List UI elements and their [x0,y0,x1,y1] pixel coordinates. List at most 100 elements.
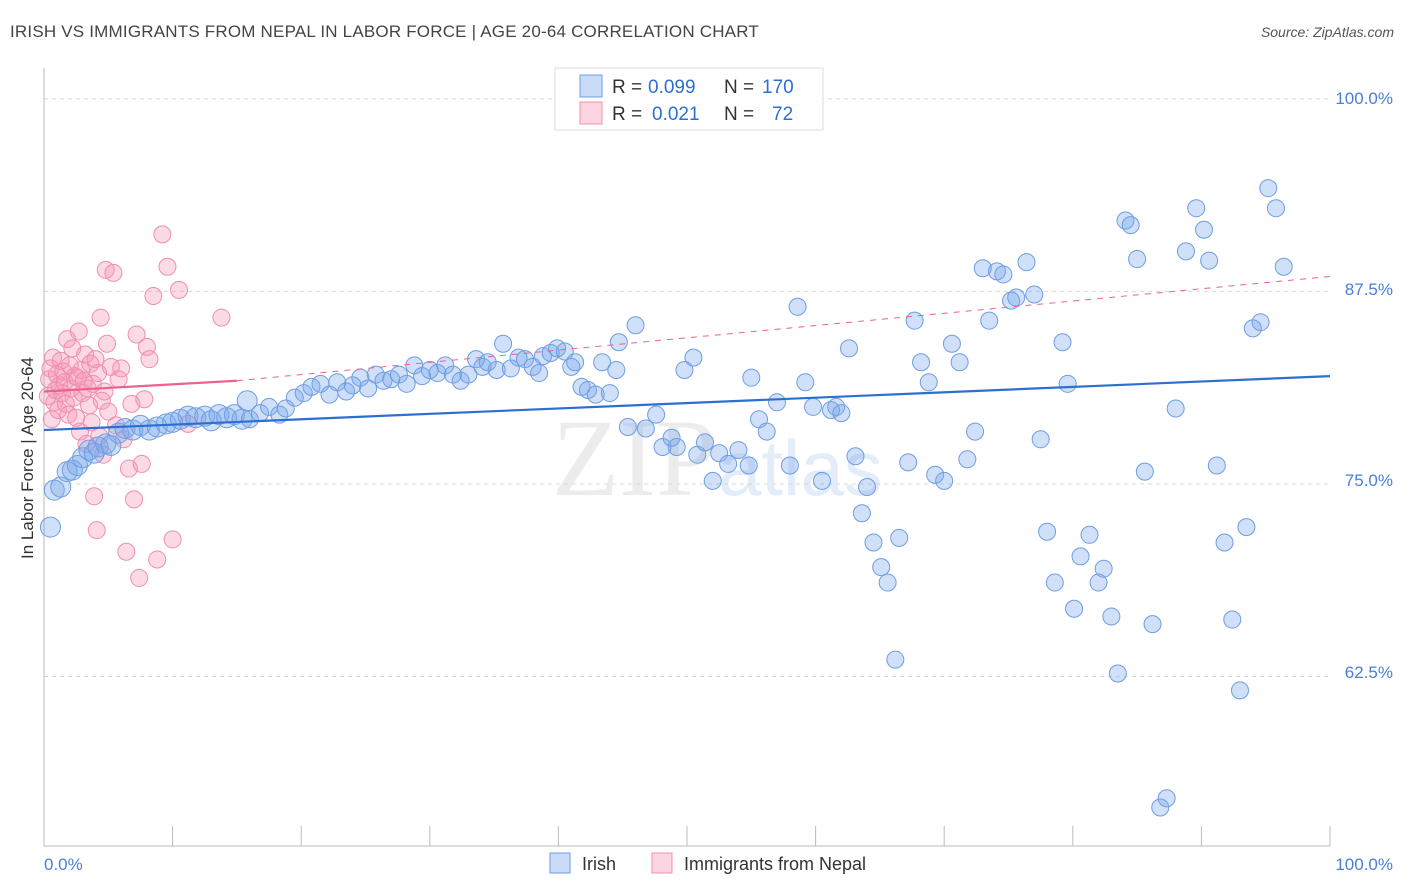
irish-point [886,650,905,669]
x-tick-label-100: 100.0% [1335,855,1393,874]
irish-point [114,417,136,439]
nepal-trend-line [43,379,237,393]
irish-point [593,353,612,372]
irish-point [905,311,924,330]
y-tick-label-100: 100.0% [1335,89,1393,108]
bottom-legend-irish-label: Irish [582,854,616,874]
legend-irish-n-label: N = [724,77,754,98]
irish-point [912,353,931,372]
nepal-point [98,334,117,353]
irish-point [822,401,841,420]
irish-point [1251,313,1270,332]
irish-point [1038,522,1057,541]
irish-point [675,360,694,379]
legend-nepal-n-label: N = [724,104,754,125]
x-tick-label-0: 0.0% [44,855,83,874]
irish-point [1166,399,1185,418]
nepal-point [99,402,118,421]
irish-point [878,573,897,592]
y-tick-label-62-5: 62.5% [1345,663,1393,682]
nepal-point [87,521,106,540]
legend-nepal-r-value: 0.021 [652,104,700,125]
legend-irish-n-value: 170 [762,77,794,98]
bottom-legend-irish-swatch [549,852,571,874]
irish-point [586,385,605,404]
bottom-legend-nepal-swatch [651,852,673,874]
irish-point [1007,288,1026,307]
irish-point [768,393,787,412]
irish-point [647,405,666,424]
irish-point [1058,374,1077,393]
irish-point [1259,179,1278,198]
legend-irish-swatch [579,74,603,98]
irish-point [236,390,258,412]
irish-point [980,311,999,330]
irish-point [1194,220,1213,239]
irish-point [653,437,672,456]
irish-point [618,417,637,436]
irish-point [397,374,416,393]
irish-point [739,456,758,475]
gridlines [44,98,1330,678]
irish-point [973,259,992,278]
irish-point [43,479,65,501]
irish-point [804,397,823,416]
irish-point [487,360,506,379]
irish-point [428,364,447,383]
irish-point [609,333,628,352]
irish-point [719,454,738,473]
irish-point [1017,253,1036,272]
stats-legend-frame [554,67,824,131]
nepal-point [125,490,144,509]
irish-point [1002,291,1021,310]
irish-point [1266,199,1285,218]
stats-legend: R = 0.099 N = 170 R = 0.021 N = 72 [554,67,824,131]
irish-point [626,316,645,335]
irish-point [285,388,304,407]
irish-point [1121,216,1140,235]
irish-point [1151,798,1170,817]
irish-point [813,471,832,490]
irish-point [667,437,686,456]
irish-point [858,478,877,497]
irish-point [684,348,703,367]
irish-point [374,371,393,390]
irish-point [840,339,859,358]
nepal-point [132,454,151,473]
nepal-point [153,225,172,244]
irish-point [1135,462,1154,481]
irish-point [742,368,761,387]
legend-nepal-n-value: 72 [772,104,793,125]
irish-point [509,348,528,367]
irish-point [832,404,851,423]
irish-point [958,450,977,469]
bottom-legend-nepal-label: Immigrants from Nepal [684,854,866,874]
irish-point [696,433,715,452]
irish-point [359,379,378,398]
irish-point [662,428,681,447]
nepal-point [95,382,114,401]
irish-point [1053,333,1072,352]
irish-point [1045,573,1064,592]
nepal-point [158,257,177,276]
irish-point [890,528,909,547]
nepal-point [104,263,123,282]
nepal-point [140,350,159,369]
irish-point [1025,285,1044,304]
irish-point [942,334,961,353]
irish-point [1274,257,1293,276]
irish-points [39,179,1293,817]
irish-point [1080,525,1099,544]
irish-point [796,373,815,392]
irish-point [515,350,534,369]
nepal-point [91,308,110,327]
irish-point [459,365,478,384]
irish-point [1065,599,1084,618]
irish-point [1230,681,1249,700]
irish-point [1157,789,1176,808]
irish-point [1089,573,1108,592]
watermark-atlas: atlas [718,424,883,512]
nepal-point [148,550,167,569]
irish-point [1207,456,1226,475]
